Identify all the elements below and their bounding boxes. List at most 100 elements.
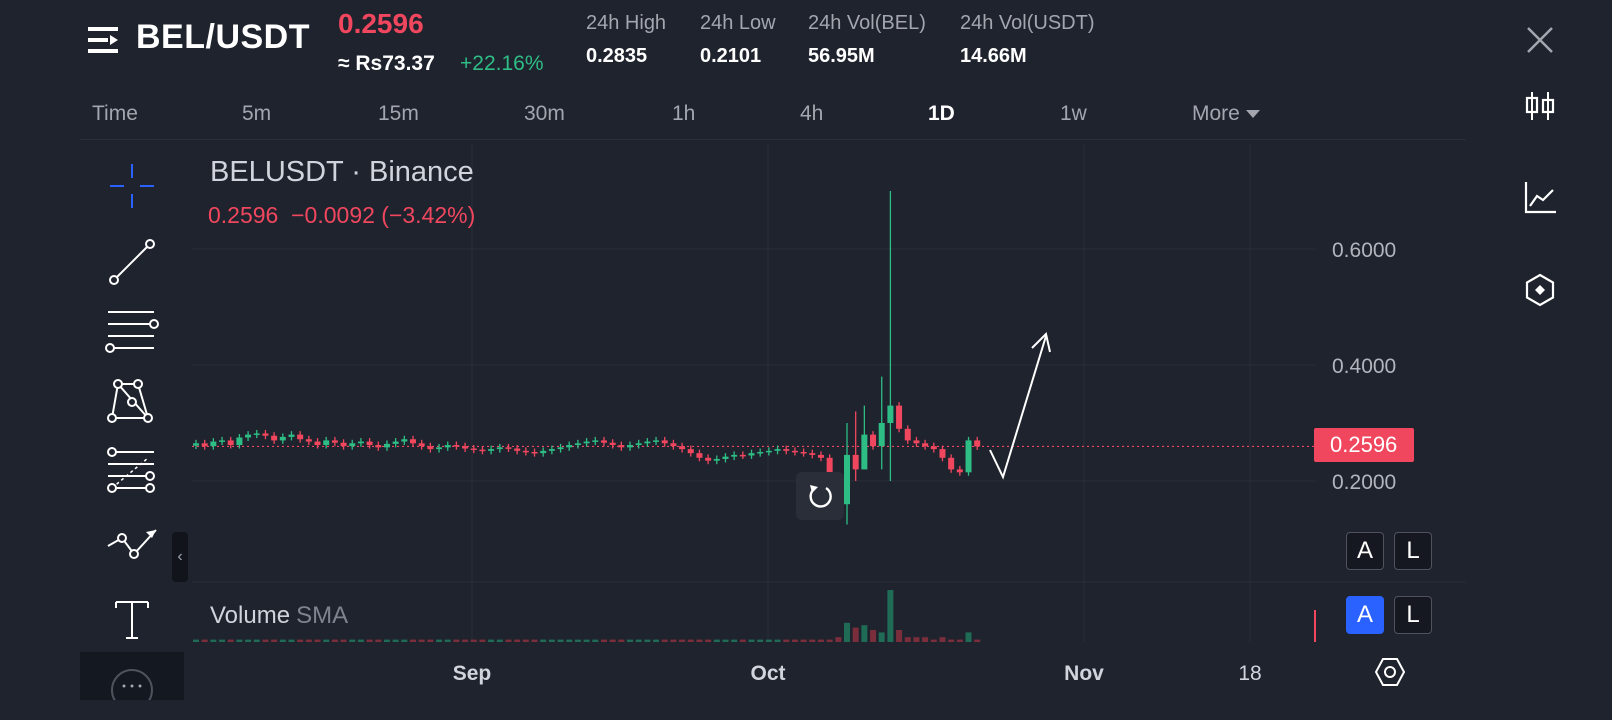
volume-bar xyxy=(227,639,234,642)
more-dots-icon xyxy=(111,669,153,711)
volume-bar xyxy=(852,627,859,642)
crosshair-icon[interactable] xyxy=(104,158,160,214)
volume-bar xyxy=(462,639,469,642)
drawing-arrow-line[interactable] xyxy=(989,335,1047,480)
volume-bar xyxy=(817,639,824,642)
volume-bar xyxy=(505,639,512,642)
candle-body xyxy=(427,446,434,450)
price-auto-button[interactable]: A xyxy=(1346,532,1384,570)
tab-1d[interactable]: 1D xyxy=(928,102,955,125)
more-tools-button[interactable] xyxy=(80,652,184,711)
collapse-toolbar-button[interactable]: ‹ xyxy=(172,532,188,582)
y-tick-label: 0.2000 xyxy=(1332,471,1396,494)
volume-bar xyxy=(887,590,894,642)
volume-bar xyxy=(800,639,807,642)
volume-bar xyxy=(661,639,668,642)
candle-body xyxy=(670,443,677,447)
tab-more[interactable]: More xyxy=(1192,102,1260,126)
volume-bar xyxy=(288,639,295,642)
volume-bar xyxy=(748,639,755,642)
line-chart-icon[interactable] xyxy=(1522,180,1558,216)
volume-bar xyxy=(271,639,278,642)
volume-bar xyxy=(574,639,581,642)
volume-bar xyxy=(331,639,338,642)
indicator-hexagon-icon[interactable] xyxy=(1522,272,1558,308)
candle-body xyxy=(644,441,651,444)
volume-bar xyxy=(357,639,364,642)
candle-body xyxy=(748,453,755,456)
volume-bar xyxy=(418,639,425,642)
horizontal-lines-icon[interactable] xyxy=(104,304,160,360)
volume-bars xyxy=(193,590,1316,642)
price-log-button[interactable]: L xyxy=(1394,532,1432,570)
reset-icon[interactable] xyxy=(796,472,844,520)
stat-label: 24h High xyxy=(586,12,667,34)
volume-bar xyxy=(791,639,798,642)
tab-4h[interactable]: 4h xyxy=(800,102,824,125)
volume-bar xyxy=(427,639,434,642)
x-tick-label: Oct xyxy=(750,662,785,685)
volume-bar xyxy=(670,639,677,642)
candle-body xyxy=(757,452,764,454)
fib-lines-icon[interactable] xyxy=(104,446,160,502)
volume-bar xyxy=(731,639,738,642)
pattern-icon[interactable] xyxy=(104,374,160,430)
candle-body xyxy=(627,445,633,448)
volume-bar xyxy=(948,639,955,642)
volume-bar xyxy=(722,639,729,642)
volume-bar xyxy=(479,639,486,642)
volume-bar xyxy=(609,639,616,642)
candle-body xyxy=(930,446,937,450)
volume-bar xyxy=(548,639,555,642)
user-drawing-arrow[interactable] xyxy=(989,332,1051,480)
volume-bar xyxy=(349,639,356,642)
volume-bar xyxy=(913,637,920,642)
chevron-down-icon xyxy=(1245,110,1260,119)
close-icon[interactable] xyxy=(1524,24,1556,56)
candle-body xyxy=(974,440,981,447)
candle-body xyxy=(852,454,859,470)
volume-bar xyxy=(809,639,816,642)
stat-value: 14.66M xyxy=(960,45,1027,67)
tab-time[interactable]: Time xyxy=(92,102,138,125)
list-menu-icon[interactable] xyxy=(88,24,120,56)
stat-label: 24h Vol(USDT) xyxy=(960,12,1095,34)
candle-body xyxy=(566,445,573,448)
volume-log-button[interactable]: L xyxy=(1394,596,1432,634)
stat-24h-high: 24h High 0.2835 xyxy=(586,12,666,68)
tab-1w[interactable]: 1w xyxy=(1060,102,1087,125)
path-icon[interactable] xyxy=(104,518,160,574)
candle-body xyxy=(236,437,243,446)
axis-labels: 0.6000 0.4000 0.2000 Sep Oct Nov 18 xyxy=(453,239,1396,685)
candle-body xyxy=(887,405,894,423)
tab-15m[interactable]: 15m xyxy=(378,102,419,125)
candle-body xyxy=(635,443,642,446)
volume-auto-button[interactable]: A xyxy=(1346,596,1384,634)
stat-label: 24h Vol(BEL) xyxy=(808,12,926,34)
volume-bar xyxy=(201,639,208,642)
volume-bar xyxy=(401,639,408,642)
candle-body xyxy=(366,441,373,446)
volume-bar xyxy=(774,639,781,642)
candle-body xyxy=(583,441,590,444)
volume-bar xyxy=(696,639,703,642)
tab-30m[interactable]: 30m xyxy=(524,102,565,125)
volume-bar xyxy=(644,639,651,642)
candle-body xyxy=(922,443,929,447)
pair-title[interactable]: BEL/USDT xyxy=(136,18,310,56)
text-tool-icon[interactable] xyxy=(104,592,160,648)
volume-bar xyxy=(930,639,937,642)
settings-hexagon-icon[interactable] xyxy=(1374,656,1406,688)
volume-bar xyxy=(592,639,599,642)
volume-label: Volume xyxy=(210,602,291,629)
volume-bar xyxy=(410,639,416,642)
candle-body xyxy=(331,440,338,443)
candlestick-icon[interactable] xyxy=(1522,88,1558,124)
tab-5m[interactable]: 5m xyxy=(242,102,272,125)
candle-body xyxy=(609,442,616,446)
tab-1h[interactable]: 1h xyxy=(672,102,696,125)
candle-body xyxy=(297,434,304,440)
drawing-arrow-head[interactable] xyxy=(1031,332,1051,353)
trend-line-icon[interactable] xyxy=(104,234,160,290)
